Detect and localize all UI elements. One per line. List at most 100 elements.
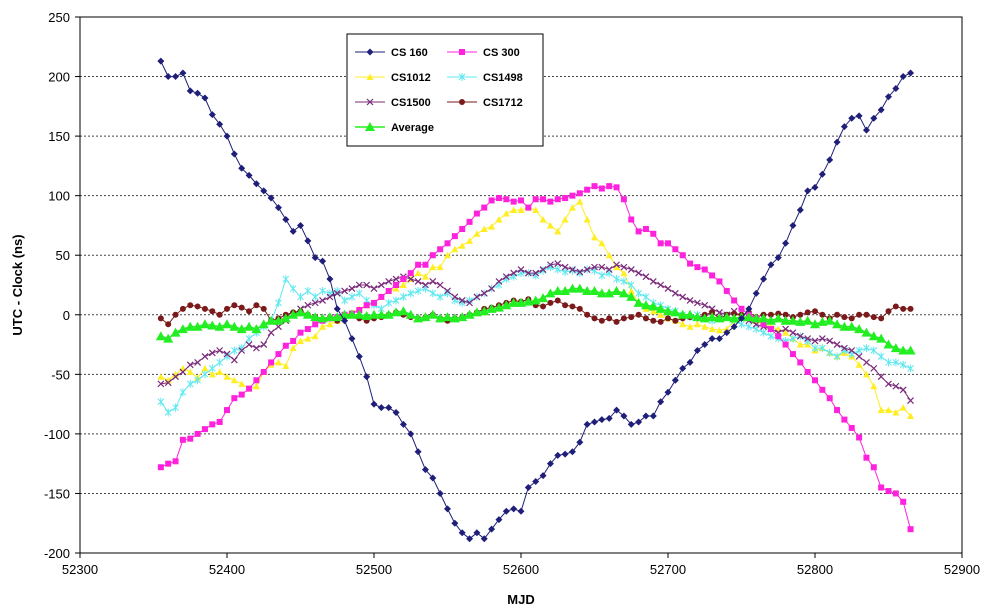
data-point-average [729,313,740,323]
data-point-average [501,300,512,310]
data-point-cs1712 [253,302,260,309]
data-point-cs160 [466,535,474,543]
data-point-cs160 [907,69,915,77]
data-point-cs1500 [436,281,444,289]
data-point-cs1500 [348,285,356,292]
data-point-cs300 [209,421,216,428]
data-point-cs160 [414,448,422,456]
legend-label: CS1712 [483,97,523,109]
data-point-average [626,291,637,301]
data-point-cs1498 [855,346,863,355]
data-point-cs300 [812,377,818,384]
data-point-average [479,306,490,316]
data-point-cs1500 [546,261,554,269]
data-point-cs1012 [855,361,863,368]
data-point-cs300 [672,246,679,253]
data-point-cs160 [708,335,716,343]
data-point-cs1012 [532,206,540,213]
data-point-cs160 [238,164,246,172]
data-point-average [258,319,269,329]
legend-item-cs300: CS 300 [447,47,520,59]
data-point-cs160 [671,376,679,384]
legend-item-cs1712: CS1712 [447,97,523,109]
data-point-cs1012 [429,263,437,271]
data-point-cs1498 [877,352,885,361]
series-cs160 [157,57,915,543]
legend-item-cs1498: CS1498 [447,72,523,84]
data-point-cs160 [789,221,797,229]
data-point-cs1012 [782,329,790,336]
data-point-average [861,327,872,337]
data-point-cs1012 [414,269,422,277]
data-point-cs1012 [282,362,290,369]
data-point-cs1712 [157,315,164,322]
series-line-cs1500 [160,263,911,401]
data-point-cs160 [701,341,709,349]
data-point-cs300 [709,272,716,279]
data-point-cs160 [855,112,863,120]
y-tick-label: -150 [44,486,70,501]
data-point-cs1500 [576,268,584,276]
data-point-cs300 [591,183,598,190]
data-point-cs300 [363,302,370,309]
data-point-cs300 [841,416,848,423]
data-point-cs1712 [878,315,885,322]
data-point-cs300 [540,196,547,203]
data-point-cs1712 [216,311,223,318]
data-point-cs1012 [546,221,554,229]
data-point-cs160 [488,525,496,533]
data-point-cs300 [731,297,738,304]
data-point-cs160 [297,221,304,229]
legend-label: CS1012 [391,72,431,84]
data-point-cs300 [760,321,767,328]
data-point-cs1498 [348,292,356,301]
data-point-cs160 [840,123,848,131]
y-tick-label: -200 [44,546,70,561]
data-point-cs1500 [598,263,606,271]
data-point-cs300 [260,368,267,375]
data-point-cs160 [568,448,576,456]
data-point-cs160 [201,94,209,102]
data-point-cs1500 [877,373,885,381]
legend-item-cs1012: CS1012 [355,72,431,84]
data-point-cs160 [532,478,540,486]
data-point-average [295,307,306,317]
data-point-cs1012 [208,370,216,378]
data-point-cs300 [459,226,466,233]
data-point-cs1500 [495,278,503,285]
data-point-cs160 [495,516,503,524]
legend-swatch-marker [366,48,374,56]
data-point-cs160 [267,194,275,202]
data-point-cs1500 [605,266,613,273]
data-point-cs1498 [554,265,562,274]
data-point-cs1498 [275,298,282,307]
data-point-cs300 [437,246,444,253]
x-tick-label: 52300 [62,562,98,577]
data-point-cs160 [245,171,253,179]
data-point-average [229,321,240,331]
data-point-cs300 [429,252,436,259]
data-point-cs1498 [870,346,878,355]
data-point-cs1712 [856,311,863,318]
data-point-average [332,312,343,322]
data-point-cs1012 [230,376,238,384]
data-point-cs1012 [238,380,246,387]
data-point-cs1712 [591,315,598,322]
data-point-cs300 [187,435,194,442]
data-point-cs1500 [716,308,723,316]
legend-label: CS1500 [391,97,431,109]
data-point-cs160 [885,93,892,101]
data-point-average [273,315,284,325]
data-point-cs1500 [363,281,371,289]
data-point-cs300 [775,333,782,340]
x-tick-label: 52800 [797,562,833,577]
data-point-cs160 [524,483,532,491]
data-point-cs300 [900,498,907,505]
data-point-cs1012 [907,412,915,420]
data-point-cs1498 [341,296,348,305]
data-point-cs300 [224,407,230,414]
data-point-cs1012 [693,320,701,328]
data-point-cs1012 [510,206,518,213]
data-point-cs300 [723,287,730,294]
data-point-cs160 [274,204,282,212]
